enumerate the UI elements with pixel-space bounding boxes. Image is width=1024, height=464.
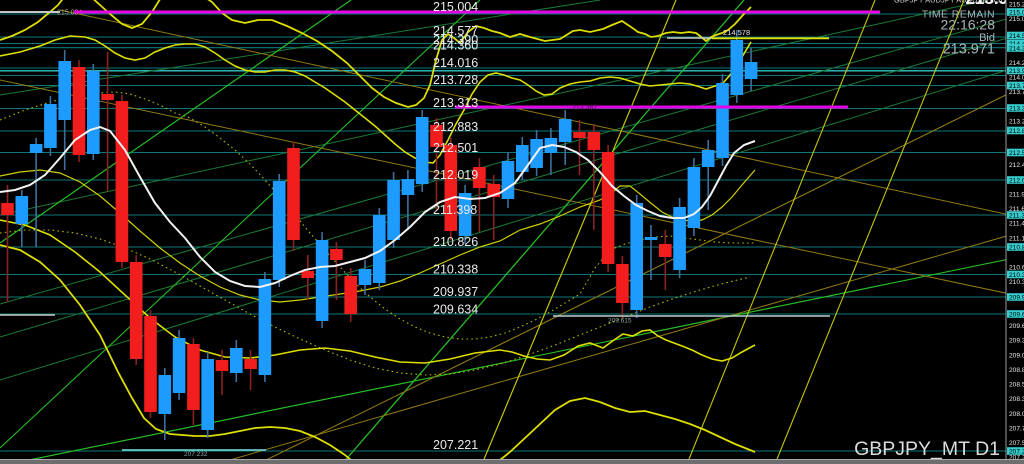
svg-text:207.281: 207.281: [1009, 455, 1024, 462]
svg-text:207.221: 207.221: [433, 438, 478, 452]
svg-text:22:16:28: 22:16:28: [941, 17, 996, 33]
svg-text:213.728: 213.728: [433, 73, 478, 87]
svg-text:GBPJPY_MT D1: GBPJPY_MT D1: [854, 438, 1000, 460]
svg-text:215.004: 215.004: [1009, 9, 1024, 16]
svg-text:207.540: 207.540: [1009, 440, 1024, 447]
svg-text:209.608: 209.608: [1009, 323, 1024, 330]
svg-text:212.501: 212.501: [1009, 150, 1024, 157]
svg-text:214.360: 214.360: [433, 39, 478, 53]
svg-text:210.642: 210.642: [1009, 265, 1024, 272]
svg-text:208.315: 208.315: [1009, 396, 1024, 403]
svg-text:209.350: 209.350: [1009, 338, 1024, 345]
svg-text:214.262: 214.262: [1009, 60, 1024, 67]
svg-text:213.312: 213.312: [1009, 105, 1024, 112]
svg-text:214.390: 214.390: [433, 33, 478, 47]
svg-text:212.452: 212.452: [1009, 162, 1024, 169]
svg-text:207.798: 207.798: [1009, 425, 1024, 432]
svg-text:211.398: 211.398: [433, 203, 477, 217]
svg-text:213.971: 213.971: [1009, 68, 1024, 75]
svg-text:211.398: 211.398: [1009, 212, 1024, 219]
svg-text:214.577: 214.577: [1009, 33, 1024, 40]
svg-text:213.745: 213.745: [1009, 89, 1024, 96]
svg-text:215.004: 215.004: [57, 10, 82, 17]
svg-text:208.057: 208.057: [1009, 411, 1024, 418]
svg-text:GBPJPY AUDJPY AUDUSD USD: GBPJPY AUDJPY AUDUSD USD: [894, 0, 1006, 5]
svg-text:213.971: 213.971: [943, 42, 995, 58]
svg-text:212.019: 212.019: [433, 168, 478, 182]
svg-text:211.676: 211.676: [1009, 206, 1024, 213]
svg-text:TIME REMAIN: TIME REMAIN: [922, 9, 995, 21]
svg-text:215.004: 215.004: [433, 0, 478, 14]
svg-text:214.003: 214.003: [1009, 75, 1024, 82]
svg-text:207.232: 207.232: [184, 451, 208, 458]
svg-text:209.634: 209.634: [1009, 311, 1024, 318]
svg-text:209.937: 209.937: [433, 285, 478, 299]
svg-text:213.9: 213.9: [965, 0, 1008, 8]
svg-text:208.574: 208.574: [1009, 382, 1024, 389]
svg-text:212.019: 212.019: [1009, 177, 1024, 184]
svg-text:207.221: 207.221: [1009, 448, 1024, 455]
svg-text:210.826: 210.826: [1009, 244, 1024, 251]
svg-text:214.578: 214.578: [723, 28, 750, 37]
svg-text:212.883: 212.883: [1009, 128, 1024, 135]
svg-text:213.313: 213.313: [433, 96, 478, 110]
svg-text:215.296: 215.296: [1009, 1, 1024, 8]
svg-text:212.883: 212.883: [433, 120, 478, 134]
svg-text:212.501: 212.501: [433, 141, 478, 155]
svg-text:213.387: 213.387: [572, 105, 597, 112]
svg-text:211.935: 211.935: [1009, 192, 1024, 199]
svg-text:215.037: 215.037: [1009, 16, 1024, 23]
svg-text:214.390: 214.390: [1009, 45, 1024, 52]
svg-text:210.826: 210.826: [433, 235, 478, 249]
svg-text:209.615: 209.615: [608, 318, 632, 325]
svg-text:Bid: Bid: [979, 32, 995, 44]
svg-text:210.384: 210.384: [1009, 279, 1024, 286]
svg-text:210.338: 210.338: [1009, 272, 1024, 279]
svg-text:209.937: 209.937: [1009, 294, 1024, 301]
svg-text:208.832: 208.832: [1009, 367, 1024, 374]
svg-text:211.159: 211.159: [1009, 235, 1024, 242]
svg-text:213.228: 213.228: [1009, 118, 1024, 125]
svg-text:209.634: 209.634: [433, 303, 478, 317]
svg-text:213.728: 213.728: [1009, 83, 1024, 90]
svg-text:209.091: 209.091: [1009, 352, 1024, 359]
svg-text:210.338: 210.338: [433, 263, 478, 277]
svg-text:214.016: 214.016: [433, 56, 478, 70]
svg-text:211.418: 211.418: [1009, 221, 1024, 228]
svg-text:214.577: 214.577: [433, 24, 478, 38]
